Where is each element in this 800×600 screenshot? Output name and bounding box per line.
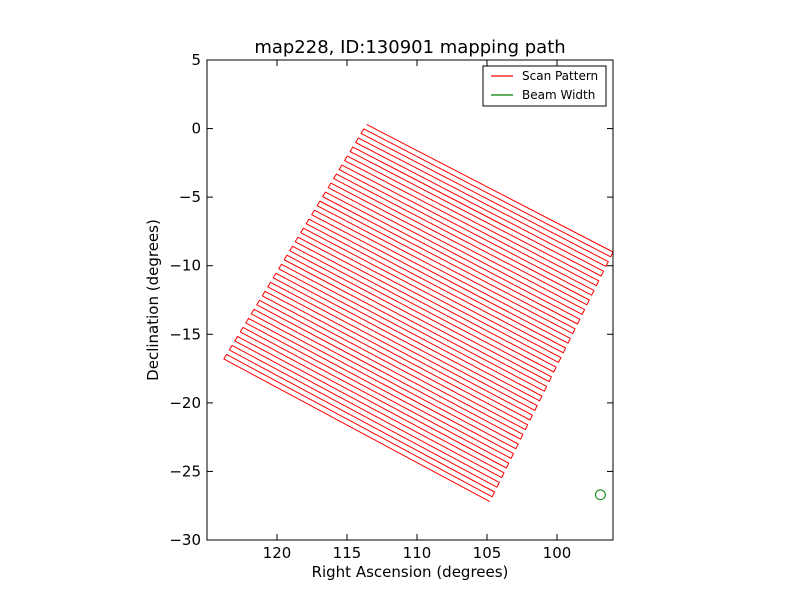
x-axis: 120 115 110 105 100 bbox=[263, 60, 572, 562]
legend-label-beam-width: Beam Width bbox=[522, 88, 595, 102]
x-tick-label: 100 bbox=[543, 544, 572, 562]
y-tick-label: 0 bbox=[191, 120, 201, 138]
y-tick-label: −10 bbox=[169, 257, 201, 275]
x-axis-label: Right Ascension (degrees) bbox=[312, 563, 509, 581]
legend: Scan Pattern Beam Width bbox=[482, 65, 607, 107]
x-tick-label: 115 bbox=[333, 544, 362, 562]
legend-label-scan-pattern: Scan Pattern bbox=[522, 69, 598, 83]
y-tick-label: −20 bbox=[169, 394, 201, 412]
legend-frame bbox=[482, 65, 607, 107]
y-axis-label: Declination (degrees) bbox=[144, 219, 162, 381]
x-tick-label: 120 bbox=[263, 544, 292, 562]
x-tick-label: 105 bbox=[473, 544, 502, 562]
y-tick-label: −25 bbox=[169, 462, 201, 480]
y-tick-label: −15 bbox=[169, 325, 201, 343]
axes-frame bbox=[206, 59, 614, 541]
y-tick-label: −30 bbox=[169, 531, 201, 549]
x-tick-label: 110 bbox=[403, 544, 432, 562]
y-tick-label: −5 bbox=[179, 188, 201, 206]
scan-pattern-line bbox=[223, 124, 614, 503]
beam-width-circle bbox=[595, 489, 606, 501]
plot-area bbox=[223, 124, 614, 503]
y-tick-label: 5 bbox=[191, 51, 201, 69]
chart-title: map228, ID:130901 mapping path bbox=[254, 37, 565, 58]
y-axis: 5 0 −5 −10 −15 −20 −25 −30 bbox=[169, 51, 613, 549]
